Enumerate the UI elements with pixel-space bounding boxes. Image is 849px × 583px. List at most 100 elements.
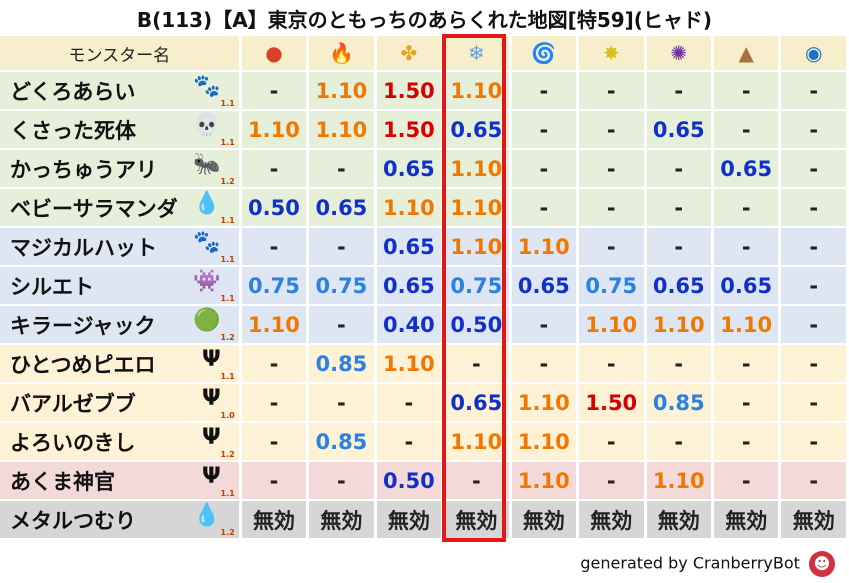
monster-level: 1.1: [220, 294, 235, 303]
resistance-value: 0.85: [309, 345, 377, 384]
resistance-value: -: [781, 423, 849, 462]
flame-icon: 🔥: [328, 41, 354, 65]
monster-row: キラージャック 🟢 1.2 1.10-0.40 0.50-1.10 1.10 1.10-: [0, 306, 849, 345]
fire-ball-icon: ●: [265, 41, 283, 65]
resistance-value: -: [646, 72, 714, 111]
header-element-cell: 🌀: [511, 36, 580, 72]
resistance-value: 0.85: [646, 384, 714, 423]
resistance-value: -: [511, 306, 580, 345]
header-element-cell: ✺: [646, 36, 714, 72]
resistance-value: 0.65: [376, 150, 445, 189]
resistance-value: 0.65: [713, 150, 782, 189]
resistance-value: -: [511, 72, 580, 111]
resistance-value: 1.10: [241, 111, 310, 150]
monster-name: よろいのきし: [10, 430, 136, 455]
resistance-value: -: [309, 228, 377, 267]
resistance-value: -: [646, 345, 714, 384]
ghost-icon: 👾: [193, 269, 221, 294]
monster-name-cell: かっちゅうアリ 🐜 1.2: [0, 150, 242, 189]
resistance-value: -: [713, 189, 782, 228]
resistance-value: 0.75: [579, 267, 647, 306]
monster-name: バアルゼブブ: [10, 391, 136, 416]
resistance-value: 0.65: [376, 228, 445, 267]
resistance-value: -: [781, 72, 849, 111]
monster-name: かっちゅうアリ: [10, 157, 157, 182]
resistance-value: 1.10: [713, 306, 782, 345]
resistance-value: -: [309, 462, 377, 501]
resistance-value: 1.10: [309, 111, 377, 150]
resistance-value: 1.10: [444, 72, 512, 111]
resistance-value: 1.10: [646, 306, 714, 345]
resistance-value: -: [579, 72, 647, 111]
resistance-value: -: [241, 72, 310, 111]
resistance-value: -: [781, 228, 849, 267]
resistance-value: 1.50: [579, 384, 647, 423]
resistance-value: -: [781, 189, 849, 228]
header-monster-name: モンスター名: [0, 36, 242, 72]
monster-row: くさった死体 💀 1.1 1.10 1.10 1.50 0.65- -0.65- -: [0, 111, 849, 150]
resistance-value: -: [579, 462, 647, 501]
monster-row: かっちゅうアリ 🐜 1.2- -0.65 1.10- - -0.65-: [0, 150, 849, 189]
resistance-value: -: [511, 150, 580, 189]
monster-name-cell: マジカルハット 🐾 1.1: [0, 228, 242, 267]
resistance-value: 無効: [511, 501, 580, 540]
monster-name-cell: メタルつむり 💧 1.2: [0, 501, 242, 540]
tornado-icon: 🌀: [531, 41, 557, 65]
monster-name-cell: あくま神官 Ψ 1.1: [0, 462, 242, 501]
water-drop-icon: 💧: [193, 191, 221, 216]
resistance-value: 1.50: [376, 111, 445, 150]
resistance-value: -: [241, 228, 310, 267]
monster-level: 1.0: [220, 411, 235, 420]
resistance-value: 1.10: [511, 462, 580, 501]
resistance-value: -: [646, 423, 714, 462]
resistance-value: -: [781, 111, 849, 150]
resistance-value: -: [376, 423, 445, 462]
resistance-value: -: [713, 228, 782, 267]
resistance-value: -: [579, 150, 647, 189]
explosion-icon: ✤: [400, 41, 418, 65]
resistance-value: 1.10: [376, 345, 445, 384]
monster-name-cell: ベビーサラマンダ 💧 1.1: [0, 189, 242, 228]
resistance-value: -: [444, 462, 512, 501]
header-row: モンスター名 ● 🔥 ✤ ❄ 🌀 ✸ ✺ ▲ ◉: [0, 36, 849, 72]
trident-icon: Ψ: [202, 386, 221, 411]
resistance-value: 1.10: [444, 228, 512, 267]
resistance-value: -: [713, 111, 782, 150]
paw-icon: 🐾: [193, 230, 221, 255]
monster-name: シルエト: [10, 274, 94, 299]
resistance-value: -: [781, 306, 849, 345]
monster-level: 1.2: [220, 333, 235, 342]
header-element-cell: ▲: [713, 36, 782, 72]
resistance-value: 無効: [241, 501, 310, 540]
monster-row: メタルつむり 💧 1.2 無効 無効 無効 無効 無効 無効 無効 無効 無効: [0, 501, 849, 540]
monster-name-cell: ひとつめピエロ Ψ 1.1: [0, 345, 242, 384]
monster-name: くさった死体: [10, 118, 136, 143]
header-element-cell: ✤: [376, 36, 445, 72]
monster-level: 1.1: [220, 255, 235, 264]
resistance-value: -: [579, 228, 647, 267]
monster-row: シルエト 👾 1.1 0.75 0.75 0.65 0.75 0.65 0.75 0.65 0.65…: [0, 267, 849, 306]
monster-name-cell: バアルゼブブ Ψ 1.0: [0, 384, 242, 423]
resistance-value: 0.75: [309, 267, 377, 306]
header-element-cell: ◉: [781, 36, 849, 72]
resistance-value: -: [579, 423, 647, 462]
trident-icon: Ψ: [202, 425, 221, 450]
resistance-value: 0.65: [376, 267, 445, 306]
resistance-value: 無効: [444, 501, 512, 540]
monster-row: ひとつめピエロ Ψ 1.1-0.85 1.10- - - - - -: [0, 345, 849, 384]
resistance-value: 0.50: [376, 462, 445, 501]
resistance-value: 0.65: [713, 267, 782, 306]
paw-icon: 🐾: [193, 74, 221, 99]
monster-row: ベビーサラマンダ 💧 1.1 0.50 0.65 1.10 1.10- - - - -: [0, 189, 849, 228]
slime-icon: 🟢: [193, 308, 221, 333]
resistance-value: 1.10: [444, 423, 512, 462]
resistance-value: -: [713, 72, 782, 111]
monster-name: マジカルハット: [10, 235, 157, 260]
monster-row: よろいのきし Ψ 1.2-0.85-1.10 1.10- - - -: [0, 423, 849, 462]
monster-row: あくま神官 Ψ 1.1- -0.50-1.10-1.10- -: [0, 462, 849, 501]
resistance-value: -: [713, 345, 782, 384]
resistance-value: 0.65: [511, 267, 580, 306]
resistance-value: -: [511, 111, 580, 150]
resistance-value: -: [511, 345, 580, 384]
monster-name: ひとつめピエロ: [10, 352, 156, 377]
